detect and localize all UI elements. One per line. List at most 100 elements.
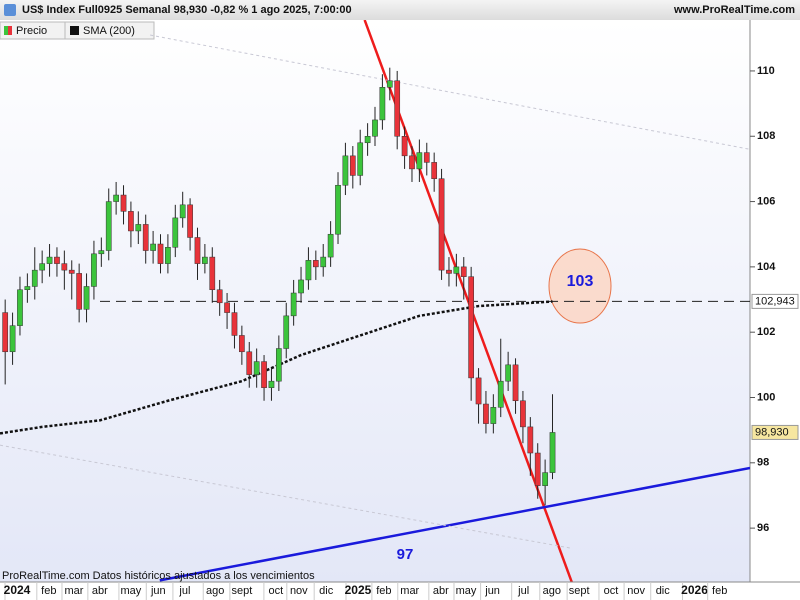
x-tick-label: nov — [290, 585, 308, 597]
x-tick-label: dic — [319, 585, 334, 597]
x-tick-label: mar — [64, 585, 83, 597]
candle-body — [128, 211, 134, 232]
legend-label[interactable]: SMA (200) — [83, 25, 135, 37]
candle-body — [305, 260, 312, 281]
candle-body — [453, 266, 460, 274]
footer: ProRealTime.com Datos históricos ajustad… — [2, 570, 315, 582]
candle-body — [91, 253, 97, 287]
x-tick-label: may — [121, 585, 142, 597]
candle-body — [68, 269, 75, 274]
candle-body — [275, 348, 282, 382]
x-tick-label: may — [456, 585, 477, 597]
candle-body — [409, 155, 415, 170]
annotation-circle — [548, 248, 612, 324]
candle-body — [187, 204, 193, 238]
y-tick-label: 104 — [757, 261, 776, 273]
candle-body — [416, 152, 423, 170]
y-tick-label: 106 — [757, 195, 775, 207]
candle-body — [490, 407, 497, 424]
candle-body — [46, 256, 53, 264]
candle-body — [298, 279, 304, 294]
candle-body — [105, 201, 112, 251]
x-tick-label: nov — [627, 585, 645, 597]
x-tick-label: feb — [376, 585, 391, 597]
candle-body — [290, 292, 297, 317]
candle-body — [320, 256, 327, 268]
x-tick-label: 2025 — [345, 583, 372, 597]
x-tick-label: ago — [206, 585, 224, 597]
x-tick-label: sept — [569, 585, 590, 597]
candle-body — [76, 273, 82, 310]
x-tick-label: jul — [178, 585, 190, 597]
x-tick-label: 2026 — [681, 583, 708, 597]
candle-body — [172, 217, 179, 248]
candle-body — [165, 247, 171, 264]
candle-body — [98, 250, 105, 255]
x-tick-label: dic — [656, 585, 671, 597]
candle-body — [253, 361, 260, 375]
legend-swatch — [8, 26, 12, 35]
y-tick-label: 102 — [757, 326, 775, 338]
price-tag — [751, 424, 799, 440]
candle-body — [268, 380, 275, 388]
candle-body — [349, 155, 356, 176]
x-tick-label: ago — [543, 585, 561, 597]
candle-body — [17, 289, 23, 326]
candle-body — [224, 302, 230, 313]
x-tick-label: jul — [517, 585, 529, 597]
header-bar — [0, 0, 800, 20]
candle-body — [542, 472, 548, 486]
trend-line — [159, 466, 750, 582]
candle-body — [401, 136, 408, 157]
annotation: 103 — [567, 273, 594, 290]
legend-swatch — [70, 26, 79, 35]
candle-body — [423, 152, 430, 163]
trend-line — [0, 444, 571, 549]
y-tick-label: 108 — [757, 130, 775, 142]
candle-body — [327, 233, 334, 258]
x-tick-label: feb — [41, 585, 56, 597]
y-tick-label: 110 — [757, 65, 775, 77]
candle-body — [157, 243, 164, 264]
x-tick-label: feb — [712, 585, 727, 597]
candle-body — [31, 269, 38, 287]
candle-body — [505, 364, 511, 382]
plot — [0, 20, 750, 582]
candle-body — [460, 266, 467, 277]
legend-swatch — [4, 26, 8, 35]
candle-body — [202, 256, 208, 264]
candle-body — [312, 260, 319, 268]
x-tick-label: oct — [269, 585, 284, 597]
candle-body — [39, 263, 46, 271]
x-tick-label: oct — [604, 585, 619, 597]
x-tick-label: mar — [400, 585, 419, 597]
x-tick-label: jun — [484, 585, 500, 597]
candle-body — [209, 256, 216, 290]
candle-body — [475, 377, 482, 405]
candle-body — [512, 364, 519, 402]
candle-body — [431, 162, 438, 179]
annotation: 97 — [397, 546, 414, 563]
candle-body — [120, 194, 127, 212]
candle-body — [527, 426, 534, 454]
candle-body — [468, 276, 475, 379]
candle-body — [194, 237, 201, 264]
candle-body — [61, 263, 68, 271]
price-tag-label: 98,930 — [755, 426, 789, 438]
candle-body — [497, 380, 504, 408]
chart-title: US$ Index Full0925 Semanal 98,930 -0,82 … — [22, 4, 352, 16]
y-tick-label: 100 — [757, 391, 775, 403]
x-tick-label: sept — [231, 585, 252, 597]
candle-body — [372, 119, 378, 137]
candle-body — [179, 204, 186, 219]
candle-body — [283, 315, 290, 349]
candle-body — [446, 269, 452, 274]
legend-label[interactable]: Precio — [16, 25, 47, 37]
candle-body — [438, 178, 445, 271]
candle-body — [357, 142, 364, 176]
candle-body — [83, 286, 90, 310]
x-tick-label: 2024 — [4, 583, 31, 597]
candle-body — [342, 155, 349, 186]
